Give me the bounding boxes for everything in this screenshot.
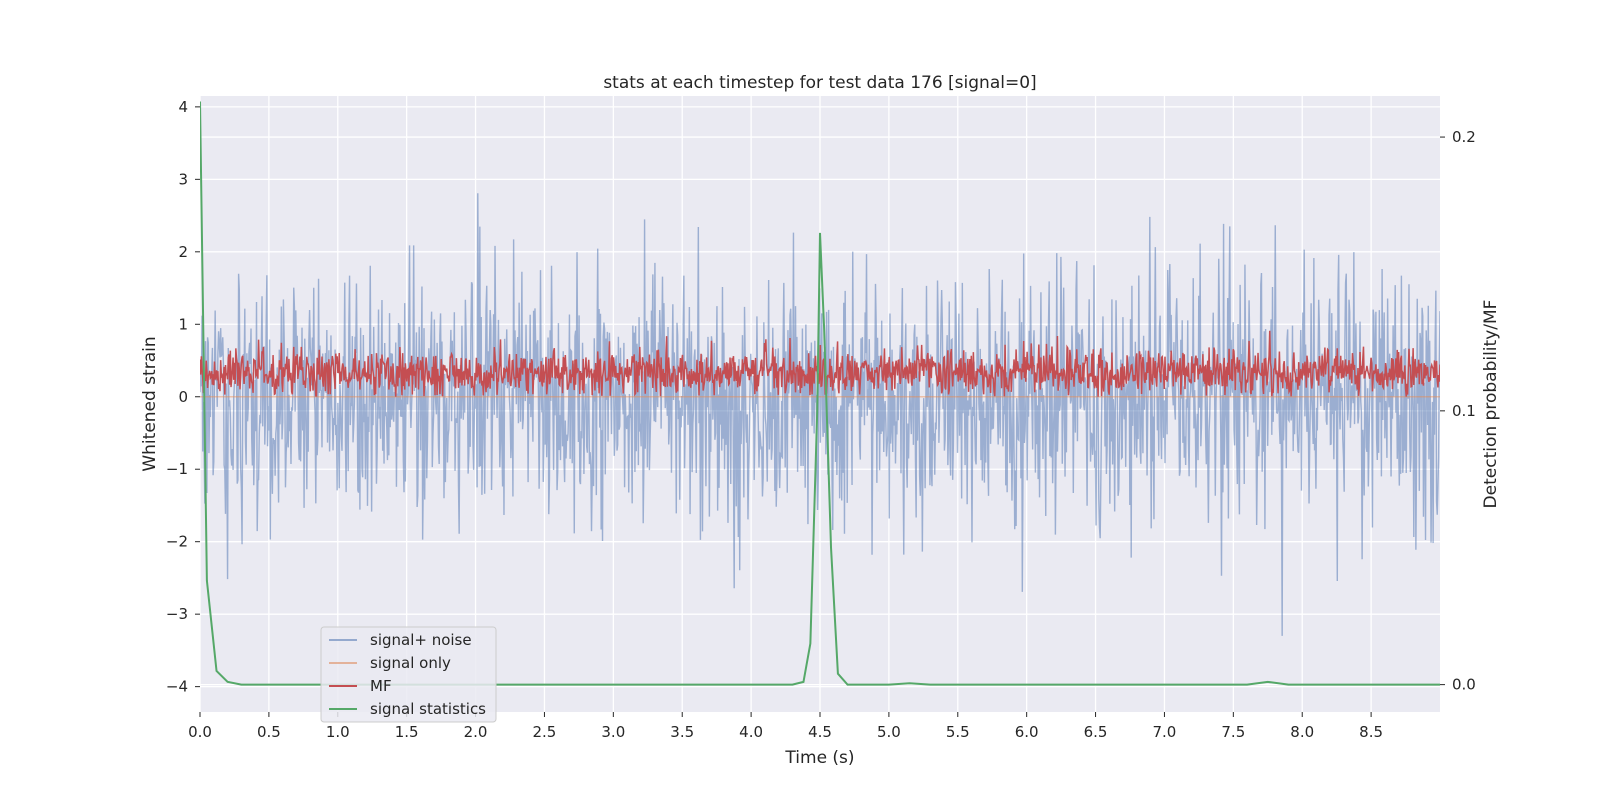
x-tick-label: 3.0 [601, 723, 625, 741]
y-tick-label: 4 [178, 98, 188, 116]
y-tick-label: 3 [178, 170, 188, 188]
chart-title: stats at each timestep for test data 176… [603, 73, 1036, 93]
legend: signal+ noise signal only MF signal stat… [320, 626, 497, 723]
x-axis-ticks: 0.0 0.5 1.0 1.5 2.0 2.5 3.0 3.5 4.0 4.5 5.0 5.5 6.0 6… [188, 712, 1383, 741]
x-tick-label: 0.0 [188, 723, 212, 741]
legend-label-signal-noise: signal+ noise [370, 631, 472, 649]
x-tick-label: 5.5 [946, 723, 970, 741]
x-tick-label: 4.5 [808, 723, 832, 741]
legend-box [320, 626, 497, 723]
legend-label-signal-statistics: signal statistics [370, 700, 486, 718]
x-tick-label: 1.0 [326, 723, 350, 741]
x-tick-label: 1.5 [395, 723, 419, 741]
x-axis-label: Time (s) [784, 748, 854, 768]
y-axis-ticks: 4 3 2 1 0 −1 −2 −3 −4 [166, 98, 200, 696]
x-tick-label: 6.5 [1084, 723, 1108, 741]
y-axis-label: Whitened strain [140, 336, 160, 471]
y-tick-label: 0 [178, 388, 188, 406]
y-tick-label: 1 [178, 315, 188, 333]
x-tick-label: 4.0 [739, 723, 763, 741]
x-tick-label: 2.5 [533, 723, 557, 741]
y2-axis-label: Detection probability/MF [1481, 300, 1501, 509]
y-tick-label: −3 [166, 605, 188, 623]
x-tick-label: 2.0 [464, 723, 488, 741]
x-tick-label: 8.0 [1290, 723, 1314, 741]
x-tick-label: 5.0 [877, 723, 901, 741]
y-tick-label: −1 [166, 460, 188, 478]
y-tick-label: −2 [166, 533, 188, 551]
x-tick-label: 7.5 [1221, 723, 1245, 741]
x-tick-label: 6.0 [1015, 723, 1039, 741]
y2-tick-label: 0.2 [1452, 128, 1476, 146]
series-mf-line [200, 330, 1440, 397]
series-signal-statistics-line [200, 101, 1440, 686]
y2-tick-label: 0.1 [1452, 402, 1476, 420]
x-tick-label: 0.5 [257, 723, 281, 741]
x-tick-label: 8.5 [1359, 723, 1383, 741]
x-tick-label: 3.5 [670, 723, 694, 741]
x-tick-label: 7.0 [1153, 723, 1177, 741]
y2-axis-ticks: 0.2 0.1 0.0 [1440, 128, 1476, 694]
series-layer [200, 101, 1440, 686]
legend-label-signal-only: signal only [370, 654, 451, 672]
legend-label-mf: MF [370, 677, 392, 695]
y2-tick-label: 0.0 [1452, 676, 1476, 694]
y-tick-label: 2 [178, 243, 188, 261]
y-tick-label: −4 [166, 678, 188, 696]
